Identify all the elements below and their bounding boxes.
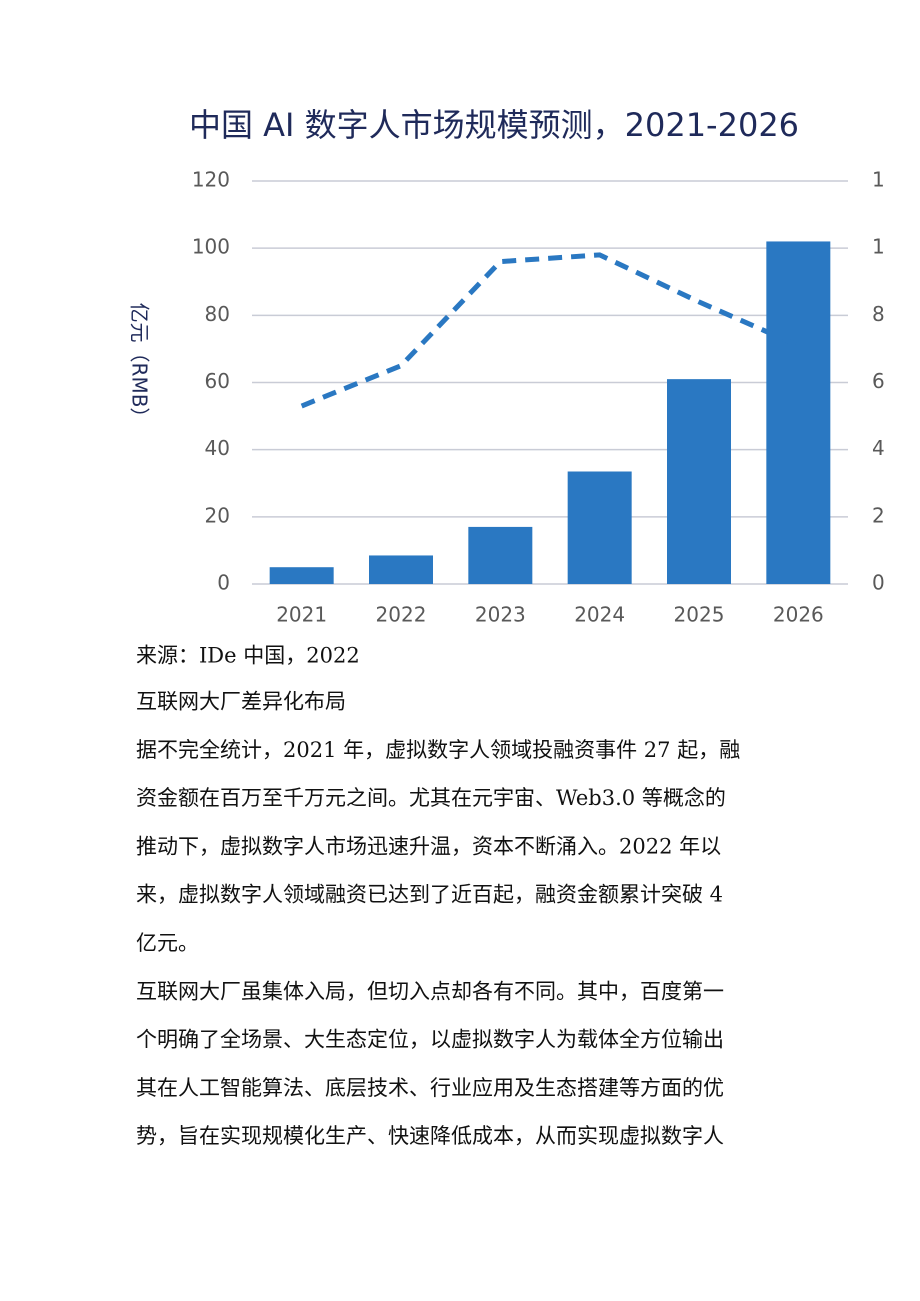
y2-tick-label: 6 <box>872 369 885 393</box>
x-tick-label: 2022 <box>376 603 427 627</box>
y2-tick-label: 1 <box>872 168 885 192</box>
x-tick-label: 2024 <box>574 603 625 627</box>
y2-tick-label: 0 <box>872 571 885 595</box>
y-tick-label: 60 <box>205 369 230 393</box>
paragraph-line: 其在人工智能算法、底层技术、行业应用及生态搭建等方面的优 <box>136 1076 724 1100</box>
bar <box>369 555 433 584</box>
bar <box>667 379 731 584</box>
y-tick-label: 40 <box>205 436 230 460</box>
y-tick-label: 120 <box>192 168 230 192</box>
y-tick-label: 80 <box>205 302 230 326</box>
y2-tick-label: 4 <box>872 436 885 460</box>
y-axis-label: 亿元（RMB） <box>128 303 152 428</box>
line <box>300 252 800 409</box>
paragraph-line: 个明确了全场景、大生态定位，以虚拟数字人为载体全方位输出 <box>136 1028 724 1052</box>
bar <box>567 471 632 584</box>
y2-tick-label: 2 <box>872 503 885 527</box>
x-tick-label: 2023 <box>475 603 526 627</box>
y-tick-label: 100 <box>192 235 230 259</box>
paragraph-line: 互联网大厂差异化布局 <box>136 690 346 714</box>
y-tick-label: 0 <box>217 571 230 595</box>
paragraph-line: 据不完全统计，2021 年，虚拟数字人领域投融资事件 27 起，融 <box>136 738 740 762</box>
bar <box>766 241 831 584</box>
y2-tick-label: 8 <box>872 302 885 326</box>
paragraph-line: 来，虚拟数字人领域融资已达到了近百起，融资金额累计突破 4 <box>136 883 723 907</box>
x-tick-label: 2025 <box>674 603 725 627</box>
paragraph-line: 互联网大厂虽集体入局，但切入点却各有不同。其中，百度第一 <box>136 979 724 1003</box>
paragraph-line: 亿元。 <box>136 931 199 955</box>
x-tick-label: 2021 <box>276 603 327 627</box>
paragraph-line: 势，旨在实现规模化生产、快速降低成本，从而实现虚拟数字人 <box>136 1124 724 1148</box>
bar <box>269 567 334 584</box>
paragraph-line: 推动下，虚拟数字人市场迅速升温，资本不断涌入。2022 年以 <box>136 834 721 858</box>
bar <box>468 526 533 584</box>
source: 来源：IDe 中国，2022 <box>136 644 360 668</box>
y-tick-label: 20 <box>205 503 230 527</box>
y2-tick-label: 1 <box>872 235 885 259</box>
paragraph-line: 资金额在百万至千万元之间。尤其在元宇宙、Web3.0 等概念的 <box>136 786 726 810</box>
chart-title: 中国 AI 数字人市场规模预测，2021-2026 <box>189 106 799 144</box>
x-tick-label: 2026 <box>773 603 824 627</box>
